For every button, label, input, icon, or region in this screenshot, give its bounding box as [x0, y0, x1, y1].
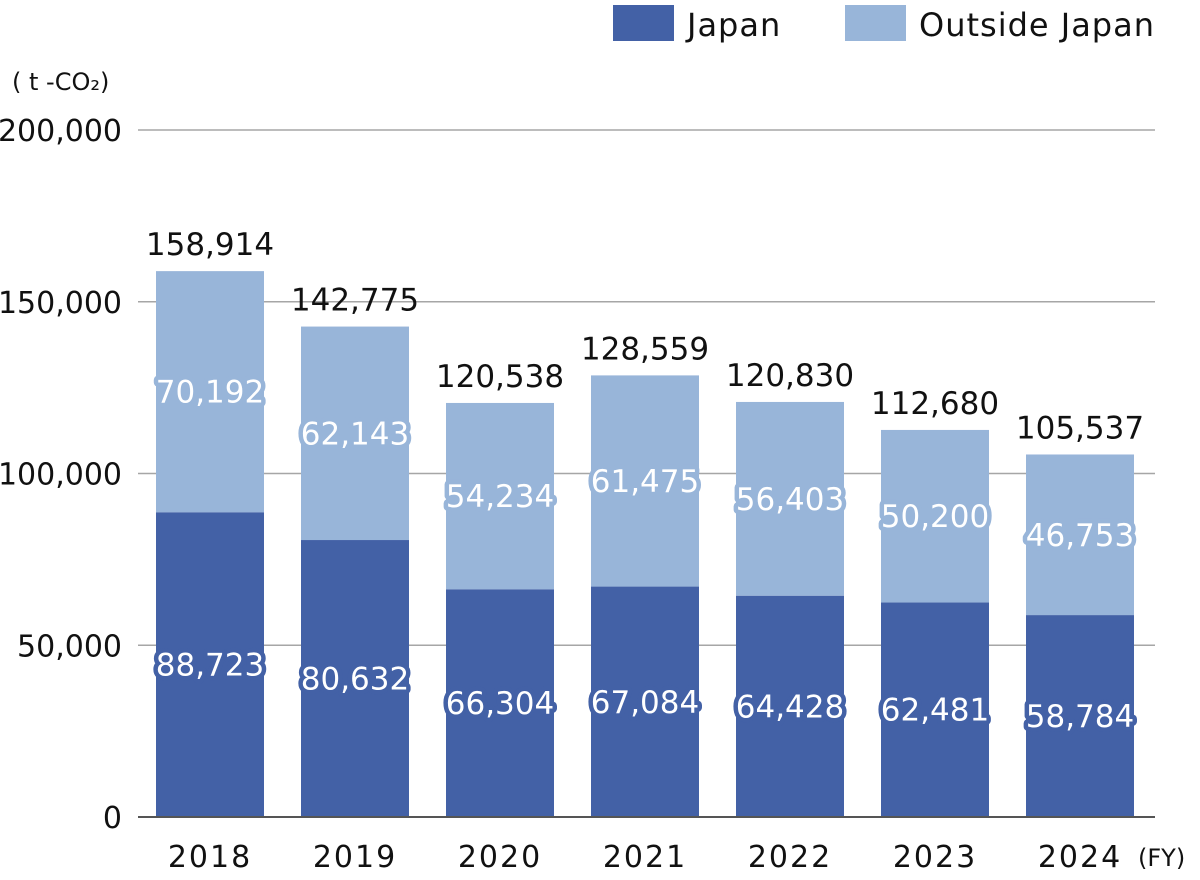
bar-outside-japan — [301, 326, 409, 541]
bar-japan — [591, 586, 699, 817]
bar-outside-japan — [736, 401, 844, 596]
bar-japan — [156, 512, 264, 817]
data-label-outside-japan: 46,753 — [1026, 518, 1134, 554]
bar-japan — [1026, 615, 1134, 817]
y-tick-label: 200,000 — [0, 114, 122, 149]
y-tick-label: 100,000 — [0, 458, 122, 493]
bar-japan — [301, 540, 409, 817]
y-tick-label: 150,000 — [0, 286, 122, 321]
data-label-total: 142,775 — [291, 283, 419, 319]
x-tick-label: 2018 — [168, 840, 252, 875]
data-label-japan: 80,632 — [301, 662, 409, 698]
legend-label-japan: Japan — [685, 6, 781, 44]
bar-japan — [736, 595, 844, 817]
x-axis-unit: (FY) — [1138, 844, 1185, 872]
x-tick-label: 2024 — [1038, 840, 1122, 875]
bar-japan — [881, 602, 989, 817]
y-tick-label: 50,000 — [17, 629, 122, 664]
y-tick-label: 0 — [103, 801, 122, 836]
x-tick-label: 2021 — [603, 840, 687, 875]
data-label-japan: 67,084 — [591, 685, 699, 721]
legend-label-outside-japan: Outside Japan — [919, 6, 1155, 44]
x-tick-label: 2023 — [893, 840, 977, 875]
data-label-japan: 66,304 — [446, 686, 554, 722]
data-label-outside-japan: 56,403 — [736, 482, 844, 518]
data-label-outside-japan: 61,475 — [591, 464, 699, 500]
data-label-total: 128,559 — [581, 331, 709, 367]
bar-outside-japan — [881, 429, 989, 603]
y-axis-unit: ( t -CO₂) — [12, 68, 109, 96]
data-label-total: 120,538 — [436, 359, 564, 395]
bar-outside-japan — [446, 402, 554, 590]
x-tick-label: 2019 — [313, 840, 397, 875]
data-label-japan: 64,428 — [736, 689, 844, 725]
data-label-outside-japan: 70,192 — [156, 375, 264, 411]
data-label-japan: 88,723 — [156, 648, 264, 684]
data-label-outside-japan: 50,200 — [881, 499, 989, 535]
x-tick-label: 2022 — [748, 840, 832, 875]
y-axis-ticks: 0 50,000 100,000 150,000 200,000 — [0, 114, 122, 836]
data-label-japan: 62,481 — [881, 693, 989, 729]
data-label-total: 112,680 — [871, 386, 999, 422]
data-label-outside-japan: 62,143 — [301, 416, 409, 452]
legend-swatch-japan — [613, 5, 674, 41]
data-label-total: 105,537 — [1016, 410, 1144, 446]
bars: 88,723 70,192 158,914 80,632 62,143 142,775 66… — [146, 227, 1144, 817]
bar-japan — [446, 589, 554, 817]
x-tick-label: 2020 — [458, 840, 542, 875]
bar-outside-japan — [591, 375, 699, 587]
x-axis-ticks: 2018 2019 2020 2021 2022 2023 2024 — [168, 840, 1122, 875]
bar-outside-japan — [156, 271, 264, 513]
bar-outside-japan — [1026, 454, 1134, 616]
data-label-total: 158,914 — [146, 227, 274, 263]
data-label-total: 120,830 — [726, 358, 854, 394]
data-label-japan: 58,784 — [1026, 699, 1134, 735]
data-label-outside-japan: 54,234 — [446, 479, 554, 515]
legend-swatch-outside-japan — [845, 5, 906, 41]
legend: Japan Outside Japan — [613, 5, 1155, 44]
